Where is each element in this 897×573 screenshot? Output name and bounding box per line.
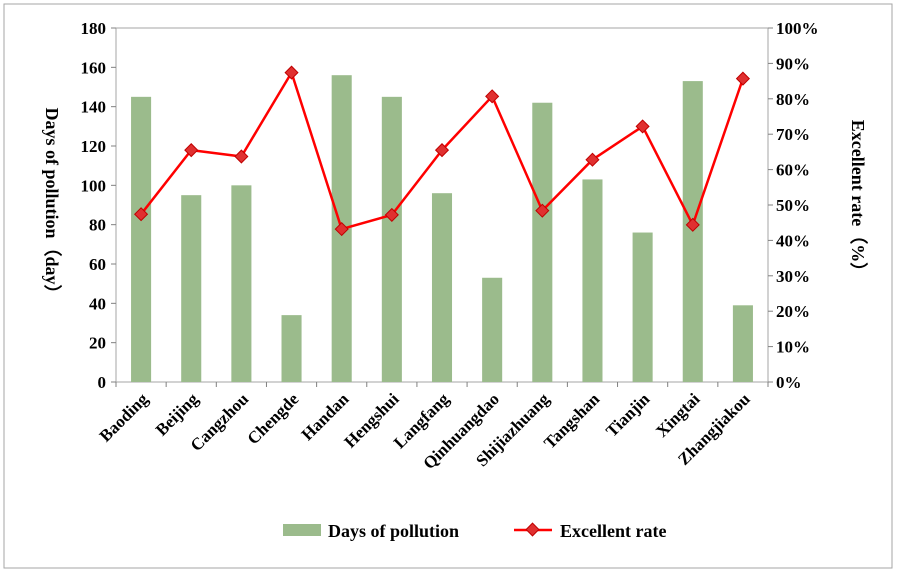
marker-langfang <box>434 143 450 158</box>
marker-handan <box>334 222 349 237</box>
y-axis-title-left: Days of pollution（day） <box>42 107 62 302</box>
bar-cangzhou <box>231 185 252 382</box>
bar-chengde <box>281 315 302 382</box>
legend-label-excellent-rate: Excellent rate <box>560 521 666 541</box>
y-tick-label-right: 100% <box>776 19 819 38</box>
marker-shijiazhuang <box>535 203 550 218</box>
bar-beijing <box>181 195 202 382</box>
y-tick-label-left: 140 <box>81 98 107 117</box>
marker-zhangjiakou <box>735 71 750 86</box>
marker-qinhuangdao <box>485 89 500 104</box>
bar-shijiazhuang <box>532 102 553 382</box>
marker-xingtai <box>685 217 700 232</box>
marker-baoding <box>134 207 149 222</box>
y-tick-label-left: 160 <box>81 58 107 77</box>
y-tick-label-right: 70% <box>776 125 810 144</box>
bar-langfang <box>431 193 453 382</box>
y-tick-label-right: 60% <box>776 161 810 180</box>
y-tick-label-left: 120 <box>81 137 107 156</box>
legend-marker-excellent-rate <box>525 522 540 537</box>
y-tick-label-left: 20 <box>89 334 106 353</box>
y-tick-label-left: 40 <box>89 294 106 313</box>
bar-baoding <box>131 96 152 382</box>
y-tick-label-right: 40% <box>776 231 810 250</box>
marker-hengshui <box>384 207 399 222</box>
y-tick-label-left: 60 <box>89 255 106 274</box>
bar-tangshan <box>582 179 603 382</box>
legend-label-days-of-pollution: Days of pollution <box>328 521 459 541</box>
y-tick-label-right: 90% <box>776 54 810 73</box>
y-tick-label-right: 30% <box>776 267 810 286</box>
marker-chengde <box>284 65 299 80</box>
y-tick-label-right: 80% <box>776 90 810 109</box>
bar-zhangjiakou <box>732 305 753 382</box>
y-tick-label-left: 80 <box>89 216 106 235</box>
y-tick-label-right: 0% <box>776 373 802 392</box>
y-tick-label-right: 50% <box>776 196 810 215</box>
y-tick-label-left: 100 <box>81 176 107 195</box>
bar-hengshui <box>381 96 402 382</box>
marker-beijing <box>184 143 199 158</box>
legend-swatch-days-of-pollution <box>283 524 321 536</box>
marker-tianjin <box>635 119 650 134</box>
marker-cangzhou <box>234 149 249 164</box>
legend: Days of pollution Excellent rate <box>283 521 666 541</box>
y-tick-label-right: 20% <box>776 302 810 321</box>
y-tick-label-left: 180 <box>81 19 107 38</box>
y-tick-label-left: 0 <box>98 373 107 392</box>
y-tick-label-right: 10% <box>776 338 810 357</box>
bar-qinhuangdao <box>482 277 503 382</box>
bar-tianjin <box>632 232 653 382</box>
y-axis-title-right: Excellent rate（%） <box>848 120 868 280</box>
marker-tangshan <box>585 152 600 167</box>
